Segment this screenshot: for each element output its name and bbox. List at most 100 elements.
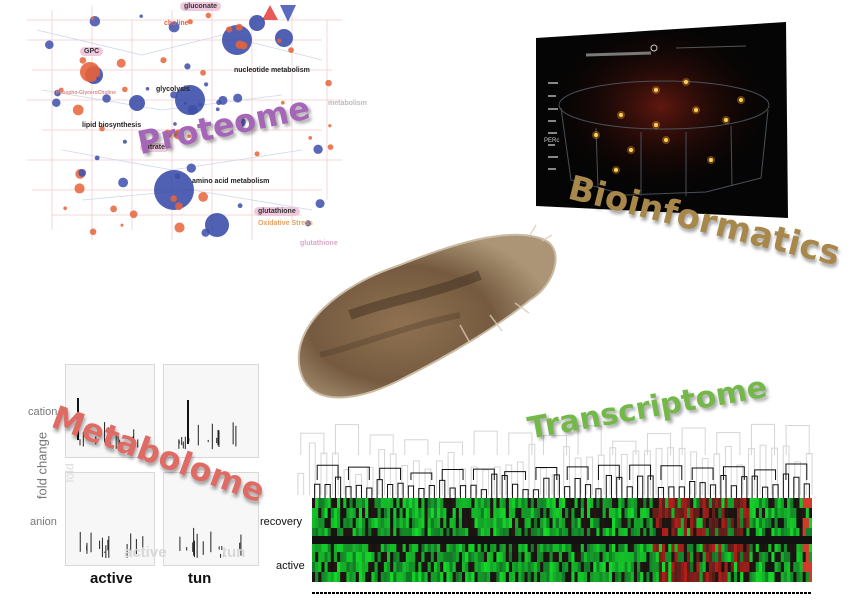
heatmap-cell: [502, 562, 507, 572]
dendrogram-branch: [564, 486, 571, 500]
heatmap-cell: [730, 572, 735, 582]
heatmap-cell: [765, 498, 769, 508]
dendrogram-branch: [535, 467, 558, 480]
heatmap-cell: [412, 518, 416, 528]
heatmap-cell: [777, 552, 782, 562]
heatmap-cell: [355, 572, 360, 582]
heatmap-cell: [652, 544, 657, 552]
glow-node-core: [654, 88, 658, 92]
heatmap-cell: [333, 528, 338, 536]
heatmap-cell: [358, 508, 363, 518]
heatmap-cell: [343, 562, 347, 572]
heatmap-cell: [733, 544, 738, 552]
heatmap-cell: [771, 562, 775, 572]
heatmap-cell: [524, 544, 528, 552]
heatmap-cell: [633, 508, 638, 518]
heatmap-cell: [443, 572, 447, 582]
heatmap-cell: [674, 572, 678, 582]
heatmap-cell: [508, 498, 513, 508]
heatmap-cell: [771, 528, 775, 536]
heatmap-cell: [593, 544, 597, 552]
heatmap-cell: [527, 518, 532, 528]
heatmap-cell: [665, 508, 669, 518]
heatmap-cell: [808, 544, 812, 552]
heatmap-cell: [752, 498, 757, 508]
heatmap-cell: [421, 562, 425, 572]
heatmap-cell: [358, 518, 363, 528]
heatmap-cell: [512, 544, 516, 552]
dendrogram-branch: [345, 486, 352, 500]
heatmap-cell: [783, 544, 788, 552]
heatmap-cell: [615, 518, 619, 528]
heatmap-cell: [749, 552, 753, 562]
heatmap-cell: [443, 544, 447, 552]
protein-node: [120, 223, 124, 227]
heatmap-cell: [615, 528, 619, 536]
heatmap-cell: [699, 508, 703, 518]
heatmap-cell: [490, 498, 494, 508]
heatmap-cell: [405, 518, 410, 528]
heatmap-cell: [371, 544, 375, 552]
heatmap-cell: [483, 518, 488, 528]
heatmap-cell: [690, 572, 694, 582]
heatmap-cell: [518, 508, 522, 518]
heatmap-cell: [715, 552, 719, 562]
heatmap-cell: [618, 572, 622, 582]
heatmap-cell: [680, 508, 685, 518]
heatmap-cell: [443, 528, 447, 536]
dendrogram-branch: [612, 440, 637, 455]
heatmap-cell: [412, 544, 416, 552]
heatmap-cell: [677, 562, 682, 572]
heatmap-cell: [805, 562, 810, 572]
heatmap-cell: [749, 562, 753, 572]
heatmap-cell: [349, 498, 353, 508]
heatmap-cell: [602, 508, 607, 518]
heatmap-cell: [733, 572, 738, 582]
dendrogram-branch: [736, 464, 744, 495]
protein-node: [80, 62, 100, 82]
heatmap-cell: [793, 528, 797, 536]
heatmap-cell: [696, 562, 700, 572]
protein-node: [89, 228, 97, 236]
heatmap-cell: [665, 528, 669, 536]
heatmap-cell: [321, 544, 325, 552]
heatmap-cell: [415, 572, 419, 582]
heatmap-cell: [630, 552, 635, 562]
heatmap-cell: [512, 528, 516, 536]
protein-node: [129, 210, 138, 219]
heatmap-cell: [477, 518, 482, 528]
heatmap-cell: [768, 544, 772, 552]
heatmap-cell: [780, 528, 785, 536]
heatmap-cell: [333, 544, 338, 552]
heatmap-cell: [608, 572, 613, 582]
heatmap-cell: [562, 518, 566, 528]
heatmap-cell: [452, 562, 457, 572]
protein-node: [237, 203, 243, 209]
heatmap-cell: [668, 552, 672, 562]
heatmap-cell: [502, 528, 507, 536]
heatmap-cell: [774, 562, 778, 572]
heatmap-cell: [565, 544, 569, 552]
heatmap-cell: [808, 498, 812, 508]
heatmap-cell: [646, 528, 650, 536]
heatmap-cell: [799, 572, 803, 582]
heatmap-cell: [421, 518, 425, 528]
heatmap-cell: [418, 562, 422, 572]
heatmap-cell: [587, 552, 591, 562]
heatmap-cell: [508, 552, 513, 562]
heatmap-cell: [690, 498, 694, 508]
heatmap-cell: [730, 562, 735, 572]
heatmap-cell: [458, 552, 463, 562]
heatmap-cell: [383, 552, 388, 562]
heatmap-cell: [571, 528, 575, 536]
heatmap-cell: [712, 518, 716, 528]
heatmap-cell: [790, 528, 794, 536]
heatmap-cell: [327, 544, 332, 552]
heatmap-cell: [443, 552, 447, 562]
heatmap-cell: [552, 572, 557, 582]
heatmap-cell: [377, 572, 382, 582]
heatmap-cell: [396, 498, 400, 508]
heatmap-cell: [665, 544, 669, 552]
heatmap-cell: [658, 508, 663, 518]
heatmap-cell: [421, 544, 425, 552]
